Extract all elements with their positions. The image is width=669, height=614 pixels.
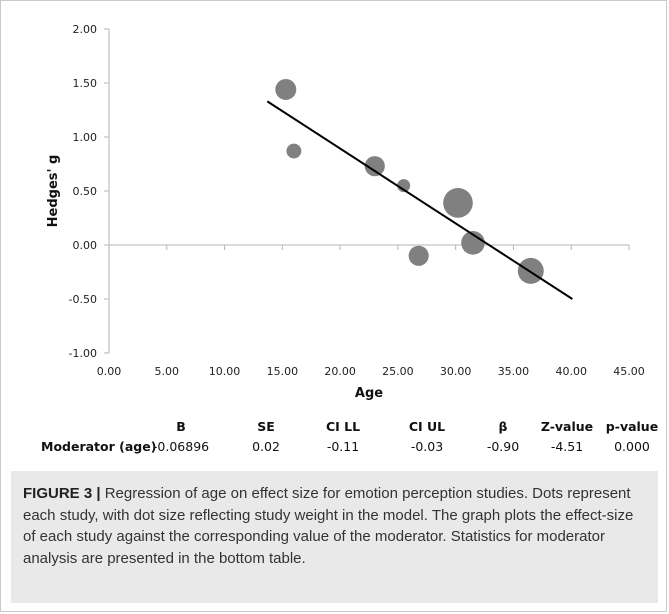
x-tick-label: 35.00	[498, 365, 530, 378]
stats-value-cell: -0.03	[410, 439, 444, 454]
data-point	[397, 179, 411, 193]
y-tick-label: -1.00	[69, 347, 97, 360]
x-tick-label: 45.00	[613, 365, 645, 378]
x-tick-label: 10.00	[209, 365, 241, 378]
stats-header-cell: SE	[257, 419, 275, 434]
stats-value-cell: -0.06896	[152, 439, 210, 454]
stats-value-cell: 0.02	[252, 439, 280, 454]
y-tick-label: 2.00	[73, 23, 98, 36]
y-tick-label: -0.50	[69, 293, 97, 306]
x-tick-label: 25.00	[382, 365, 414, 378]
x-tick-label: 30.00	[440, 365, 472, 378]
y-tick-label: 0.50	[73, 185, 98, 198]
x-tick-labels: 0.00 5.00 10.00 15.00 20.00 25.00 30.00 35.00 40…	[97, 365, 645, 378]
y-tick-label: 1.50	[73, 77, 98, 90]
y-tick-label: 0.00	[73, 239, 98, 252]
stats-header-cell: β	[498, 419, 508, 434]
row-label: Moderator (age)	[41, 439, 157, 454]
x-tick-label: 15.00	[267, 365, 299, 378]
data-point	[443, 188, 473, 218]
stats-header-cell: CI UL	[408, 419, 446, 434]
stats-header-row: B SE CI LL CI UL β Z-value p-value	[1, 419, 669, 439]
data-point	[364, 156, 385, 177]
data-point	[286, 143, 302, 159]
caption-text: Regression of age on effect size for emo…	[23, 485, 634, 567]
stats-table: B SE CI LL CI UL β Z-value p-value Moderator (…	[1, 419, 669, 459]
x-tick-label: 20.00	[324, 365, 356, 378]
stats-header-cell: Z-value	[540, 419, 594, 434]
caption-lead: FIGURE 3 |	[23, 485, 101, 502]
stats-value-cell: 0.000	[614, 439, 650, 454]
y-tick-label: 1.00	[73, 131, 98, 144]
x-tick-label: 40.00	[555, 365, 587, 378]
stats-value-cell: -0.11	[326, 439, 360, 454]
axes	[104, 28, 630, 354]
stats-header-cell: CI LL	[325, 419, 361, 434]
stats-value-row: Moderator (age) -0.06896 0.02 -0.11 -0.03 -0…	[1, 439, 669, 459]
x-tick-label: 5.00	[155, 365, 180, 378]
stats-value-cell: -4.51	[550, 439, 584, 454]
figure-caption: FIGURE 3 | Regression of age on effect s…	[11, 471, 658, 603]
scatter-chart: 2.00 1.50 1.00 0.50 0.00 -0.50 -1.00 0.00 5.00 1…	[46, 23, 645, 401]
x-tick-label: 0.00	[97, 365, 122, 378]
data-points	[275, 78, 544, 284]
y-axis-label: Hedges' g	[46, 155, 61, 228]
data-point	[461, 231, 485, 255]
data-point	[408, 245, 429, 266]
stats-header-cell: p-value	[605, 419, 659, 434]
regression-line	[266, 100, 573, 300]
y-tick-labels: 2.00 1.50 1.00 0.50 0.00 -0.50 -1.00	[69, 23, 97, 360]
data-point	[275, 78, 297, 100]
stats-header-cell: B	[176, 419, 186, 434]
x-axis-label: Age	[355, 386, 383, 401]
stats-value-cell: -0.90	[486, 439, 520, 454]
